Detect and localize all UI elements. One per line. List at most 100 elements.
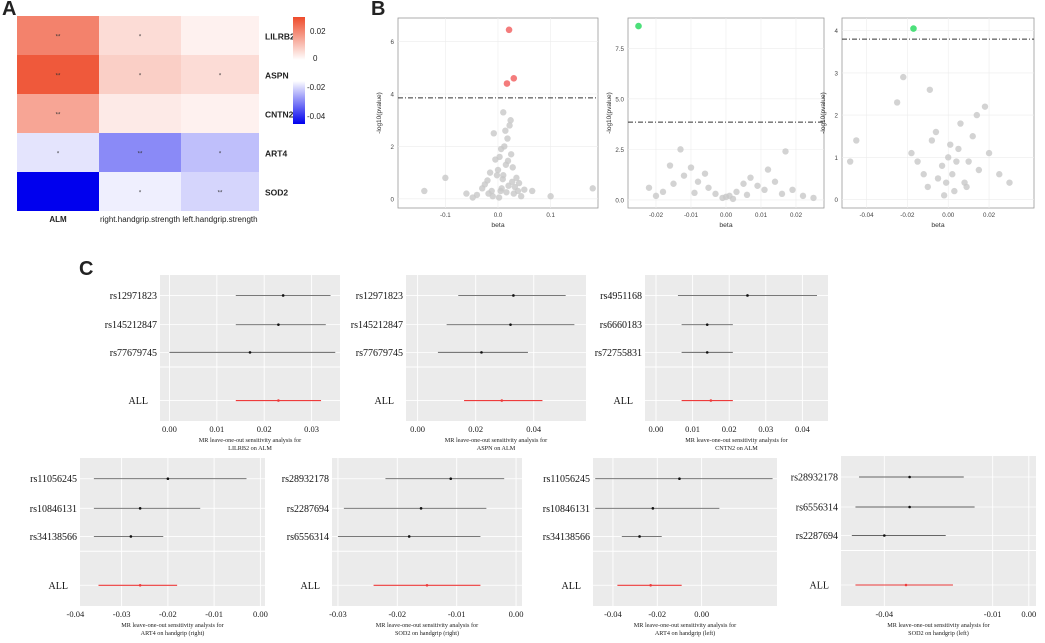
data-point: [701, 170, 709, 177]
x-tick-label: -0.01: [448, 609, 466, 619]
x-tick-label: -0.04: [859, 212, 874, 219]
x-tick-label: 0.02: [790, 212, 803, 219]
plot-title: MR leave-one-out sensitivity analysis fo…: [376, 622, 478, 629]
data-point: [500, 109, 507, 116]
snp-label: rs10846131: [543, 504, 590, 515]
data-point: [893, 99, 901, 106]
x-tick-label: -0.01: [984, 609, 1002, 619]
all-label: ALL: [375, 396, 394, 407]
data-point: [493, 172, 501, 179]
data-point: [782, 148, 789, 155]
highlight-point: [510, 74, 518, 82]
x-tick-label: 0.00: [162, 424, 177, 434]
heatmap-cell: [17, 133, 99, 172]
data-point: [914, 158, 921, 165]
forest-plot: 0.00 0.01 0.02 0.03 0.04 rs4951168 rs6660183 rs…: [595, 275, 828, 452]
data-point: [659, 188, 667, 196]
data-point: [920, 171, 927, 178]
y-tick-label: 3: [835, 70, 839, 77]
heatmap-row-label: ASPN: [265, 71, 289, 81]
snp-label: rs28932178: [791, 473, 838, 484]
x-tick-label: 0.03: [758, 424, 773, 434]
point-estimate: [678, 477, 681, 481]
forest-plot: -0.03 -0.02 -0.01 0.00 rs28932178 rs2287694 rs…: [282, 458, 524, 637]
data-point: [754, 182, 761, 189]
legend-tick: -0.04: [307, 112, 326, 121]
data-point: [908, 149, 915, 157]
point-estimate: [449, 477, 453, 481]
highlight-point: [910, 25, 917, 32]
x-axis-label: beta: [719, 222, 732, 229]
heatmap: ** * LILRB2** * * ASPN** CNTN2* ** * ART4* ** SOD2A…: [17, 16, 326, 224]
y-axis-label: -log10(pvalue): [376, 92, 383, 134]
plot-title: ASPN on ALM: [477, 445, 516, 452]
x-tick-label: -0.04: [875, 609, 893, 619]
point-estimate: [638, 535, 641, 538]
legend-tick: 0.02: [310, 27, 326, 36]
x-tick-label: 0.0: [494, 212, 503, 219]
panel-label-a: A: [2, 0, 17, 20]
all-label: ALL: [301, 581, 320, 592]
plot-title: MR leave-one-out sensitivity analysis fo…: [445, 437, 547, 444]
data-point: [955, 145, 962, 153]
point-estimate: [746, 294, 749, 297]
data-point: [502, 127, 509, 134]
data-point: [761, 186, 768, 194]
x-tick-label: 0.04: [526, 424, 542, 434]
y-axis-label: -log10(pvalue): [606, 92, 613, 134]
data-point: [645, 184, 653, 191]
data-point: [509, 178, 516, 185]
point-estimate: [407, 535, 411, 538]
data-point: [900, 73, 907, 81]
plot-title: LILRB2 on ALM: [228, 445, 272, 452]
significance-stars: *: [139, 74, 142, 80]
heatmap-row-label: CNTN2: [265, 110, 294, 120]
point-estimate: [651, 507, 655, 510]
data-point: [951, 187, 958, 195]
x-tick-label: -0.02: [159, 609, 177, 619]
overall-estimate: [277, 399, 280, 402]
legend-bar-negative: [293, 81, 305, 124]
x-tick-label: -0.02: [900, 212, 915, 219]
data-point: [421, 187, 428, 195]
volcano-plot: -0.1 0.0 0.1 0 2 4 6 beta -log10(pvalue): [376, 17, 599, 229]
x-tick-label: 0.00: [942, 212, 955, 219]
snp-label: rs12971823: [110, 291, 157, 302]
x-tick-label: 0.02: [257, 424, 272, 434]
x-tick-label: 0.01: [209, 424, 224, 434]
y-tick-label: 0.0: [615, 197, 624, 204]
x-tick-label: -0.01: [684, 212, 699, 219]
panel-label-c: C: [79, 258, 94, 280]
snp-label: rs145212847: [105, 320, 157, 331]
x-tick-label: 0.00: [509, 609, 524, 619]
point-estimate: [248, 351, 252, 354]
x-tick-label: 0.01: [685, 424, 700, 434]
heatmap-cell: [17, 16, 99, 55]
data-point: [764, 166, 772, 173]
data-point: [996, 171, 1003, 178]
point-estimate: [281, 294, 285, 297]
data-point: [463, 190, 470, 197]
heatmap-cell: [99, 94, 181, 133]
overall-estimate: [138, 583, 142, 587]
data-point: [705, 184, 712, 191]
data-point: [670, 180, 677, 187]
heatmap-cell: [99, 16, 181, 55]
data-point: [747, 174, 754, 181]
significance-stars: **: [56, 74, 61, 80]
significance-stars: *: [219, 74, 222, 80]
point-estimate: [277, 323, 280, 326]
data-point: [985, 149, 993, 157]
data-point: [1006, 179, 1013, 186]
data-point: [515, 179, 523, 187]
snp-label: rs11056245: [543, 474, 590, 485]
heatmap-row-label: SOD2: [265, 188, 288, 198]
volcano-plot: -0.04 -0.02 0.00 0.02 0 1 2 3 4 beta -log10(pvalue…: [820, 17, 1035, 229]
x-tick-label: 0.00: [649, 424, 664, 434]
data-point: [507, 117, 514, 124]
data-point: [778, 190, 786, 198]
data-point: [694, 178, 702, 185]
point-estimate: [908, 475, 911, 479]
data-point: [666, 162, 674, 169]
